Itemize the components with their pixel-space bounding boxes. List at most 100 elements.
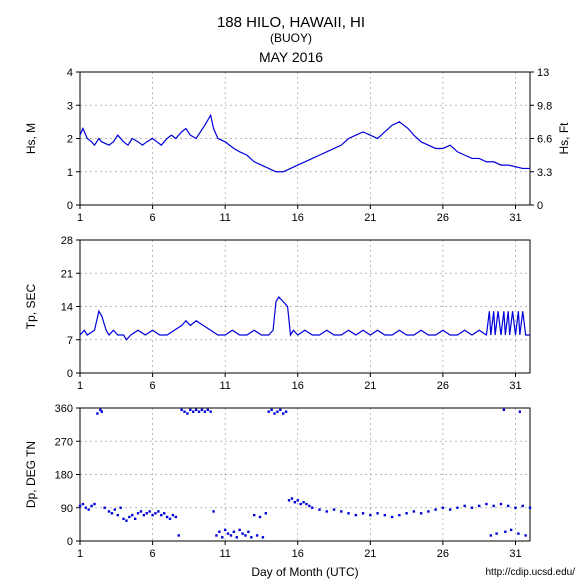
panel-dp-point xyxy=(122,518,124,520)
panel-dp-point xyxy=(463,505,465,507)
panel-dp-point xyxy=(221,536,223,538)
panel-dp-point xyxy=(125,519,127,521)
panel-dp-point xyxy=(471,507,473,509)
ytick-label: 0 xyxy=(67,536,73,548)
panel-dp-point xyxy=(93,503,95,505)
panel-dp-point xyxy=(151,514,153,516)
panel-dp-point xyxy=(101,410,103,412)
xtick-label: 26 xyxy=(437,212,449,224)
panel-dp-point xyxy=(224,529,226,531)
panel-dp-point xyxy=(427,510,429,512)
panel-dp-point xyxy=(103,507,105,509)
panel-dp-point xyxy=(114,508,116,510)
panel-dp-point xyxy=(137,512,139,514)
panel-dp-point xyxy=(259,516,261,518)
xtick-label: 6 xyxy=(150,380,156,392)
panel-dp-point xyxy=(514,507,516,509)
ytick-label: 28 xyxy=(61,235,73,247)
xtick-label: 31 xyxy=(509,212,521,224)
panel-dp-point xyxy=(201,409,203,411)
panel-dp-point xyxy=(195,409,197,411)
panel-dp-point xyxy=(493,505,495,507)
panel-dp-point xyxy=(241,532,243,534)
panel-dp-point xyxy=(297,499,299,501)
panel-dp-point xyxy=(294,501,296,503)
xtick-label: 21 xyxy=(364,548,376,560)
panel-dp-point xyxy=(279,409,281,411)
ytick-label: 270 xyxy=(55,436,73,448)
panel-dp-point xyxy=(186,412,188,414)
panel-dp-point xyxy=(362,512,364,514)
xtick-label: 6 xyxy=(150,548,156,560)
panel-dp-point xyxy=(291,497,293,499)
panel-dp-point xyxy=(391,516,393,518)
xtick-label: 1 xyxy=(77,548,83,560)
panel-dp-point xyxy=(119,507,121,509)
panel-hs-series xyxy=(80,115,530,172)
panel-dp-point xyxy=(340,510,342,512)
xtick-label: 16 xyxy=(292,380,304,392)
panel-dp-point xyxy=(183,410,185,412)
panel-dp-point xyxy=(131,514,133,516)
panel-dp-point xyxy=(507,505,509,507)
xtick-label: 11 xyxy=(219,212,230,224)
panel-dp-point xyxy=(285,410,287,412)
title-sub: (BUOY) xyxy=(270,31,312,45)
panel-dp-point xyxy=(347,512,349,514)
panel-dp-point xyxy=(134,518,136,520)
panel-dp-point xyxy=(169,518,171,520)
ytick-label: 14 xyxy=(61,302,73,314)
panel-dp-point xyxy=(143,514,145,516)
panel-dp-point xyxy=(273,412,275,414)
xtick-label: 31 xyxy=(509,380,521,392)
panel-dp-point xyxy=(420,512,422,514)
panel-hs-ylabel: Hs, M xyxy=(24,123,38,154)
panel-dp-point xyxy=(529,507,531,509)
panel-dp-point xyxy=(355,514,357,516)
xtick-label: 6 xyxy=(150,212,156,224)
ytick-right-label: 6.6 xyxy=(537,134,552,146)
panel-dp-point xyxy=(413,510,415,512)
panel-dp-point xyxy=(270,409,272,411)
panel-dp-point xyxy=(504,531,506,533)
panel-dp-point xyxy=(282,412,284,414)
panel-dp-point xyxy=(108,510,110,512)
panel-dp-point xyxy=(90,505,92,507)
panel-dp-point xyxy=(398,514,400,516)
panel-dp-point xyxy=(146,512,148,514)
panel-dp-point xyxy=(96,412,98,414)
panel-dp-point xyxy=(85,507,87,509)
ytick-label: 0 xyxy=(67,368,73,380)
panel-dp-point xyxy=(253,514,255,516)
panel-tp-ylabel: Tp, SEC xyxy=(24,284,38,330)
panel-dp-point xyxy=(166,516,168,518)
panel-dp-point xyxy=(442,507,444,509)
panel-dp-point xyxy=(456,507,458,509)
xtick-label: 26 xyxy=(437,380,449,392)
ytick-right-label: 13 xyxy=(537,67,549,79)
ytick-label: 90 xyxy=(61,503,73,515)
ytick-label: 3 xyxy=(67,100,73,112)
panel-dp-point xyxy=(250,536,252,538)
panel-dp-point xyxy=(163,512,165,514)
x-axis-label: Day of Month (UTC) xyxy=(251,565,358,579)
panel-dp-point xyxy=(117,514,119,516)
panel-dp-point xyxy=(230,534,232,536)
panel-dp-point xyxy=(212,510,214,512)
xtick-label: 11 xyxy=(219,548,230,560)
panel-dp-point xyxy=(154,512,156,514)
panel-dp-point xyxy=(238,529,240,531)
panel-dp-point xyxy=(128,516,130,518)
panel-dp-point xyxy=(82,503,84,505)
panel-dp-point xyxy=(175,516,177,518)
xtick-label: 11 xyxy=(219,380,230,392)
panel-dp-point xyxy=(276,410,278,412)
panel-dp-point xyxy=(503,409,505,411)
panel-dp-ylabel: Dp, DEG TN xyxy=(24,441,38,508)
ytick-label: 7 xyxy=(67,335,73,347)
panel-dp-point xyxy=(192,410,194,412)
title-main: 188 HILO, HAWAII, HI xyxy=(217,14,365,31)
panel-dp-point xyxy=(384,514,386,516)
panel-dp-point xyxy=(209,410,211,412)
panel-dp-point xyxy=(207,409,209,411)
